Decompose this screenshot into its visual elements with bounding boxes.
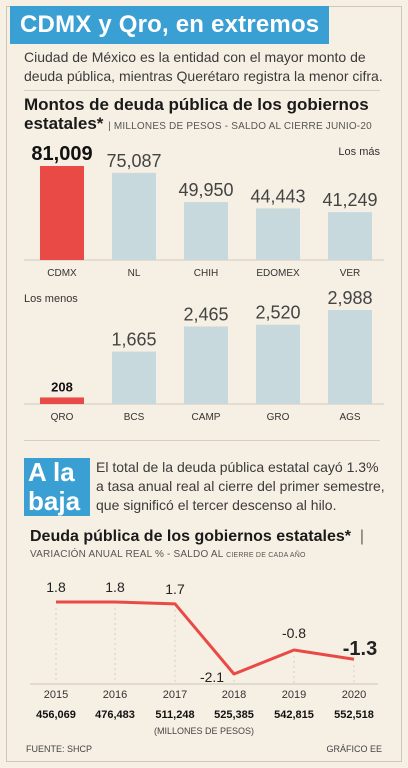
- total-label: 476,483: [95, 709, 135, 721]
- top-category-label: CDMX: [47, 268, 77, 279]
- top-bar-cdmx: [40, 166, 84, 260]
- line-value-label: 1.8: [46, 579, 66, 595]
- dek-text: Ciudad de México es la entidad con el ma…: [24, 49, 383, 84]
- bottom-category-label: CAMP: [192, 412, 221, 423]
- top-value-label: 49,950: [178, 180, 233, 200]
- group-label-bottom: Los menos: [24, 293, 78, 305]
- line-value-label: 1.8: [105, 579, 125, 595]
- bar-chart-top: 81,009 CDMX 75,087 NL 49,950 CHIH 44,443 EDOMEX…: [24, 143, 384, 279]
- chart2-subtitle-small: CIERRE DE CADA AÑO: [226, 552, 306, 559]
- credit-note: GRÁFICO EE: [326, 744, 382, 754]
- bottom-bar-bcs: [112, 351, 156, 404]
- top-bar-nl: [112, 172, 156, 260]
- chart1-title: Montos de deuda pública de los gobiernos…: [24, 95, 384, 136]
- top-category-label: EDOMEX: [256, 268, 300, 279]
- line-value-label: -0.8: [282, 625, 306, 641]
- chart1-title-text: Montos de deuda pública de los gobiernos…: [24, 95, 369, 133]
- bottom-bar-qro: [40, 397, 84, 404]
- year-label: 2017: [163, 689, 187, 701]
- group-label-top: Los más: [338, 146, 380, 158]
- top-bar-ver: [328, 212, 372, 260]
- divider: [24, 440, 380, 441]
- section-text: El total de la deuda pública estatal cay…: [96, 459, 385, 513]
- series-line: [56, 600, 355, 676]
- total-label: 552,518: [334, 709, 374, 721]
- bottom-value-label: 208: [51, 379, 73, 394]
- total-label: 456,069: [36, 709, 76, 721]
- chart1-subtitle: | MILLONES DE PESOS - SALDO AL CIERRE JU…: [108, 121, 372, 132]
- line-chart: 1.8 2015 456,069 1.8 2016 476,483 1.7 2017 511,2…: [30, 579, 378, 736]
- headline: CDMX y Qro, en extremos: [10, 6, 330, 44]
- total-label: 542,815: [274, 709, 314, 721]
- year-label: 2018: [222, 689, 246, 701]
- total-label: 511,248: [155, 709, 194, 721]
- top-category-label: CHIH: [194, 268, 218, 279]
- top-value-label: 41,249: [322, 190, 377, 210]
- total-label: 525,385: [214, 709, 254, 721]
- line-value-label: -1.3: [343, 638, 377, 660]
- year-label: 2016: [103, 689, 127, 701]
- bar-chart-bottom: 208 QRO 1,665 BCS 2,465 CAMP 2,520 GRO 2,988 AGS: [24, 288, 384, 423]
- top-bar-chih: [184, 202, 228, 260]
- bottom-value-label: 1,665: [111, 330, 156, 350]
- chart2-subtitle: VARIACIÓN ANUAL REAL % - SALDO AL CIERRE…: [30, 549, 390, 560]
- top-value-label: 81,009: [31, 143, 92, 165]
- bottom-bar-ags: [328, 310, 372, 404]
- year-label: 2020: [342, 689, 366, 701]
- top-value-label: 44,443: [250, 186, 305, 206]
- year-label: 2015: [44, 689, 68, 701]
- bottom-value-label: 2,520: [255, 303, 300, 323]
- bottom-value-label: 2,465: [183, 304, 228, 324]
- bottom-category-label: BCS: [124, 412, 145, 423]
- top-bar-edomex: [256, 208, 300, 260]
- bottom-category-label: AGS: [339, 412, 360, 423]
- totals-unit-label: (MILLONES DE PESOS): [154, 726, 254, 736]
- line-value-label: 1.7: [165, 581, 185, 597]
- top-category-label: NL: [128, 268, 141, 279]
- chart2-title-text: Deuda pública de los gobiernos estatales…: [30, 528, 351, 545]
- section-tag-line2: baja: [28, 486, 81, 516]
- bottom-bar-gro: [256, 324, 300, 404]
- chart2-title: Deuda pública de los gobiernos estatales…: [30, 528, 365, 545]
- line-value-label: -2.1: [200, 669, 224, 685]
- section-tag-line1: A la: [28, 457, 75, 487]
- top-value-label: 75,087: [106, 151, 161, 171]
- year-label: 2019: [282, 689, 306, 701]
- source-note: FUENTE: SHCP: [26, 744, 93, 754]
- chart2-subtitle-main: VARIACIÓN ANUAL REAL % - SALDO AL: [30, 549, 224, 560]
- top-category-label: VER: [340, 268, 361, 279]
- bottom-bar-camp: [184, 326, 228, 404]
- bottom-category-label: GRO: [267, 412, 290, 423]
- bottom-value-label: 2,988: [327, 288, 372, 308]
- section-tag: A la baja: [24, 458, 90, 516]
- divider: [24, 90, 380, 91]
- bottom-category-label: QRO: [51, 412, 74, 423]
